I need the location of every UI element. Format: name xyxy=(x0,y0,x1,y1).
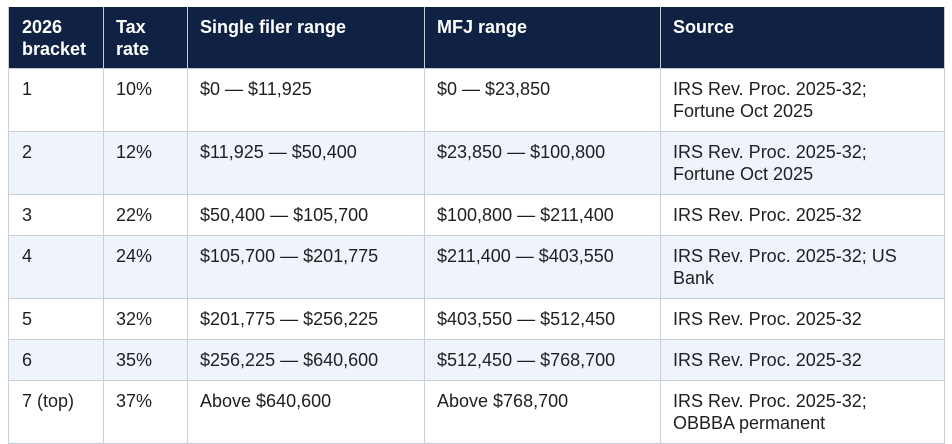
cell-tax-rate: 37% xyxy=(103,380,188,444)
cell-bracket: 7 (top) xyxy=(8,380,104,444)
header-tax-rate: Tax rate xyxy=(103,7,188,69)
cell-source: IRS Rev. Proc. 2025-32; OBBBA permanent xyxy=(660,380,945,444)
header-row: 2026 bracket Tax rate Single filer range… xyxy=(8,7,945,69)
cell-mfj-range: Above $768,700 xyxy=(424,380,661,444)
cell-mfj-range: $211,400 — $403,550 xyxy=(424,235,661,299)
cell-single-range: Above $640,600 xyxy=(187,380,425,444)
table-row: 1 10% $0 — $11,925 $0 — $23,850 IRS Rev.… xyxy=(8,68,945,132)
cell-source: IRS Rev. Proc. 2025-32 xyxy=(660,194,945,236)
table-row: 3 22% $50,400 — $105,700 $100,800 — $211… xyxy=(8,194,945,236)
table-row: 2 12% $11,925 — $50,400 $23,850 — $100,8… xyxy=(8,131,945,195)
cell-mfj-range: $512,450 — $768,700 xyxy=(424,339,661,381)
table-row: 5 32% $201,775 — $256,225 $403,550 — $51… xyxy=(8,298,945,340)
cell-bracket: 4 xyxy=(8,235,104,299)
cell-tax-rate: 35% xyxy=(103,339,188,381)
cell-bracket: 3 xyxy=(8,194,104,236)
table-header: 2026 bracket Tax rate Single filer range… xyxy=(8,7,945,69)
cell-bracket: 5 xyxy=(8,298,104,340)
table-body: 1 10% $0 — $11,925 $0 — $23,850 IRS Rev.… xyxy=(8,68,945,444)
cell-single-range: $11,925 — $50,400 xyxy=(187,131,425,195)
cell-source: IRS Rev. Proc. 2025-32; US Bank xyxy=(660,235,945,299)
header-bracket: 2026 bracket xyxy=(8,7,104,69)
cell-mfj-range: $0 — $23,850 xyxy=(424,68,661,132)
cell-bracket: 2 xyxy=(8,131,104,195)
cell-mfj-range: $403,550 — $512,450 xyxy=(424,298,661,340)
tax-bracket-table-container: 2026 bracket Tax rate Single filer range… xyxy=(8,7,945,444)
header-mfj-range: MFJ range xyxy=(424,7,661,69)
cell-tax-rate: 22% xyxy=(103,194,188,236)
cell-source: IRS Rev. Proc. 2025-32 xyxy=(660,339,945,381)
cell-tax-rate: 24% xyxy=(103,235,188,299)
table-row: 4 24% $105,700 — $201,775 $211,400 — $40… xyxy=(8,235,945,299)
cell-single-range: $105,700 — $201,775 xyxy=(187,235,425,299)
cell-single-range: $50,400 — $105,700 xyxy=(187,194,425,236)
cell-source: IRS Rev. Proc. 2025-32; Fortune Oct 2025 xyxy=(660,131,945,195)
cell-tax-rate: 32% xyxy=(103,298,188,340)
cell-source: IRS Rev. Proc. 2025-32 xyxy=(660,298,945,340)
cell-bracket: 6 xyxy=(8,339,104,381)
header-single-filer-range: Single filer range xyxy=(187,7,425,69)
cell-bracket: 1 xyxy=(8,68,104,132)
cell-single-range: $256,225 — $640,600 xyxy=(187,339,425,381)
cell-single-range: $0 — $11,925 xyxy=(187,68,425,132)
table-row: 6 35% $256,225 — $640,600 $512,450 — $76… xyxy=(8,339,945,381)
tax-bracket-table: 2026 bracket Tax rate Single filer range… xyxy=(8,7,945,444)
header-source: Source xyxy=(660,7,945,69)
cell-tax-rate: 10% xyxy=(103,68,188,132)
cell-source: IRS Rev. Proc. 2025-32; Fortune Oct 2025 xyxy=(660,68,945,132)
cell-single-range: $201,775 — $256,225 xyxy=(187,298,425,340)
cell-mfj-range: $100,800 — $211,400 xyxy=(424,194,661,236)
cell-mfj-range: $23,850 — $100,800 xyxy=(424,131,661,195)
cell-tax-rate: 12% xyxy=(103,131,188,195)
table-row: 7 (top) 37% Above $640,600 Above $768,70… xyxy=(8,380,945,444)
